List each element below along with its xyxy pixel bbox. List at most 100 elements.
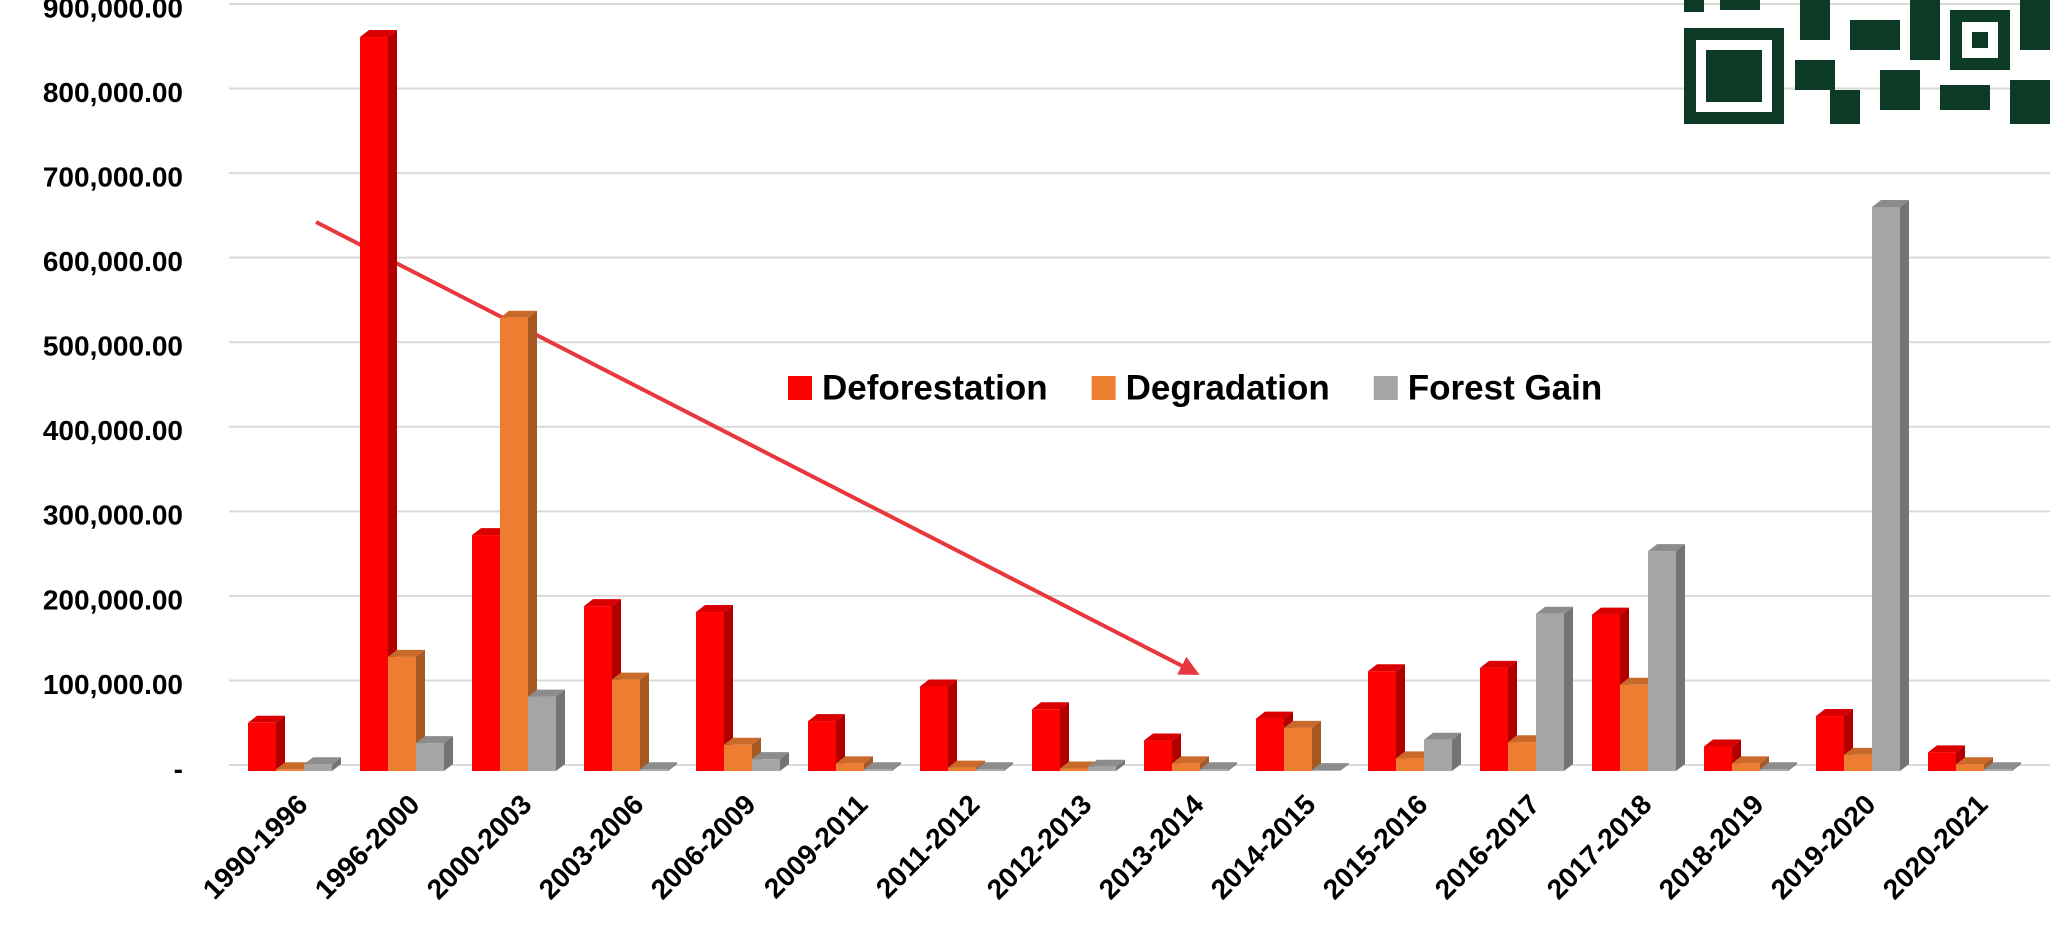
bar xyxy=(612,679,640,771)
bar-top xyxy=(248,715,285,723)
x-tick-label: 1990-1996 xyxy=(197,789,314,906)
x-tick-label: 2015-2016 xyxy=(1317,789,1434,906)
bar-side xyxy=(1564,606,1573,771)
bar-top xyxy=(920,679,957,687)
bar-side xyxy=(1200,756,1209,771)
bar-side xyxy=(1116,759,1125,771)
x-tick-label: 2000-2003 xyxy=(421,789,538,906)
y-tick-label: 500,000.00 xyxy=(43,331,183,362)
bar xyxy=(1256,718,1284,771)
bar xyxy=(1704,746,1732,771)
bar-side xyxy=(836,714,845,771)
bar-top xyxy=(472,528,509,536)
bar xyxy=(276,769,304,771)
bar xyxy=(528,696,556,771)
bar-side xyxy=(1340,763,1349,771)
bar-top xyxy=(1480,660,1517,668)
bar xyxy=(1200,769,1228,771)
bar-top xyxy=(1536,606,1573,614)
bar-top xyxy=(1508,735,1545,743)
bar-side xyxy=(864,756,873,771)
legend: Deforestation Degradation Forest Gain xyxy=(788,368,1602,407)
bar xyxy=(696,612,724,771)
bar-top xyxy=(1396,751,1433,759)
bar-top xyxy=(808,714,845,722)
bar xyxy=(248,722,276,771)
bar xyxy=(724,744,752,771)
bar-side xyxy=(1760,756,1769,771)
bar xyxy=(1844,754,1872,771)
bar xyxy=(1956,764,1984,771)
x-tick-label: 2012-2013 xyxy=(981,789,1098,906)
bar xyxy=(1928,752,1956,771)
bar xyxy=(808,721,836,771)
bar-side xyxy=(1004,762,1013,771)
x-tick-label: 2009-2011 xyxy=(758,789,874,905)
bar xyxy=(360,37,388,771)
x-tick-label: 2014-2015 xyxy=(1205,789,1322,906)
bar-top xyxy=(1172,756,1209,764)
bar-top xyxy=(1060,761,1097,769)
bar-top xyxy=(1956,757,1993,765)
bar-side xyxy=(332,757,341,771)
bar-top xyxy=(1200,762,1237,770)
bar-top xyxy=(1284,720,1321,728)
x-tick-label: 2011-2012 xyxy=(870,789,986,905)
bar-side xyxy=(640,672,649,771)
bar-top xyxy=(1592,607,1629,615)
bar xyxy=(1508,742,1536,771)
bar xyxy=(1088,766,1116,771)
bar-side xyxy=(948,679,957,771)
bar-top xyxy=(1732,756,1769,764)
x-tick-label: 2018-2019 xyxy=(1653,789,1770,906)
bar-side xyxy=(892,762,901,771)
bar xyxy=(1984,769,2012,771)
bar-side xyxy=(388,30,397,771)
x-tick-label: 2017-2018 xyxy=(1541,789,1658,906)
bar xyxy=(1816,716,1844,771)
bar-top xyxy=(1648,544,1685,552)
bar-top xyxy=(1704,739,1741,747)
bar xyxy=(920,686,948,771)
y-tick-label: 600,000.00 xyxy=(43,246,183,277)
bar-top xyxy=(1144,733,1181,741)
bar-top xyxy=(696,605,733,613)
bar-side xyxy=(1228,762,1237,771)
x-tick-label: 1996-2000 xyxy=(309,789,426,906)
bar xyxy=(1872,207,1900,771)
x-tick-label: 2013-2014 xyxy=(1093,788,1210,905)
bar-side xyxy=(1788,762,1797,771)
y-tick-label: 800,000.00 xyxy=(43,77,183,108)
bar-side xyxy=(1676,544,1685,771)
bar xyxy=(976,769,1004,771)
bar-top xyxy=(1928,745,1965,753)
x-tick-label: 2019-2020 xyxy=(1765,789,1882,906)
bar xyxy=(1284,727,1312,771)
bar xyxy=(1312,770,1340,771)
bar-side xyxy=(444,736,453,771)
legend-swatch xyxy=(1091,376,1116,400)
bar-top xyxy=(1256,711,1293,719)
y-tick-label: - xyxy=(174,753,183,784)
bar-top xyxy=(864,762,901,770)
bar xyxy=(1368,671,1396,771)
bar-top xyxy=(1844,747,1881,755)
bar-top xyxy=(1872,200,1909,208)
bar-top xyxy=(1424,732,1461,740)
qr-code xyxy=(1684,0,2050,124)
legend-label: Degradation xyxy=(1126,368,1330,407)
bar xyxy=(1144,740,1172,771)
bar-top xyxy=(416,736,453,744)
bar xyxy=(1592,614,1620,771)
bar-top xyxy=(528,689,565,697)
bar-side xyxy=(528,310,537,771)
bar xyxy=(388,656,416,771)
bar xyxy=(416,743,444,771)
bar-side xyxy=(1060,702,1069,771)
bar-side xyxy=(1396,664,1405,771)
x-tick-label: 2003-2006 xyxy=(533,789,650,906)
bar xyxy=(1172,763,1200,771)
bar-top xyxy=(1760,762,1797,770)
bar-top xyxy=(1368,664,1405,672)
